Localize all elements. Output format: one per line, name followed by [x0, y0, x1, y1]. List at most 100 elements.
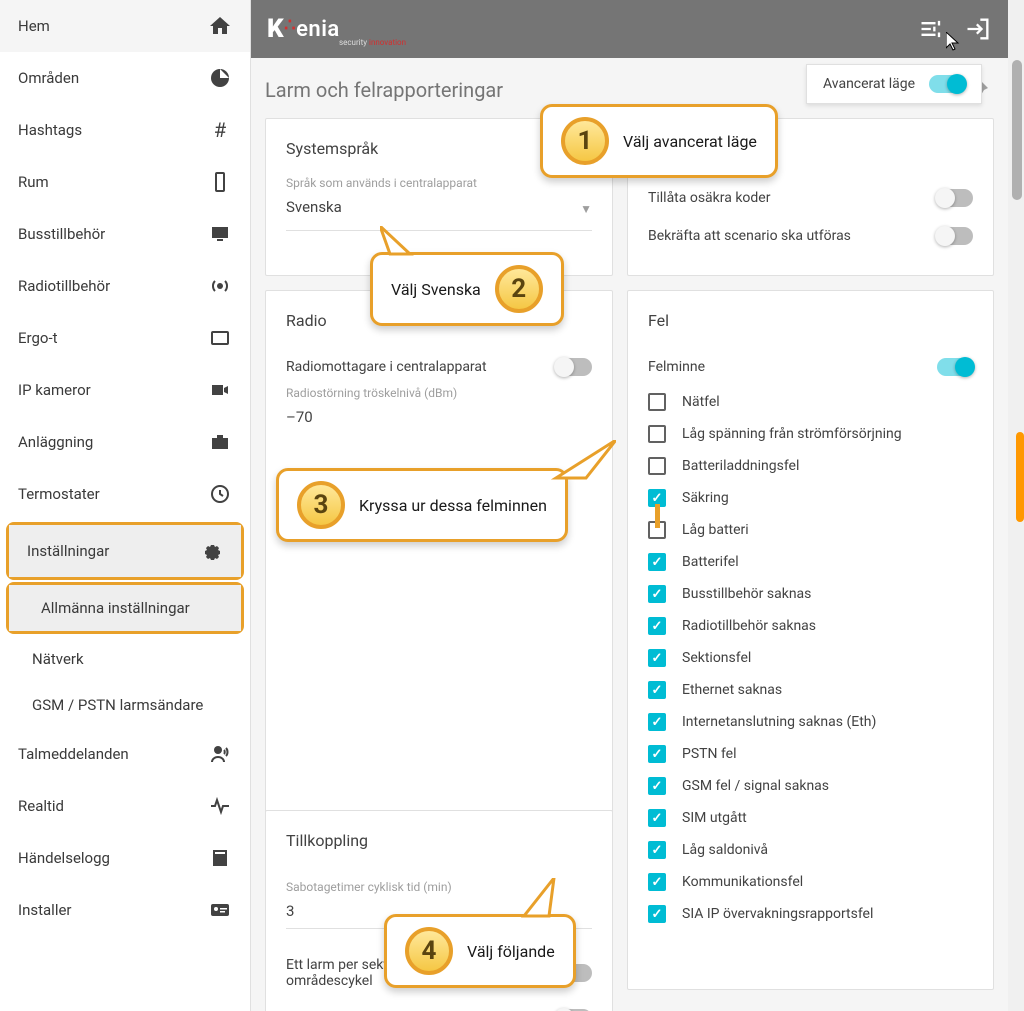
felminne-toggle[interactable]	[937, 358, 973, 376]
check-row: Säkring	[648, 482, 973, 514]
sidebar-item-label: IP kameror	[18, 381, 91, 399]
sidebar-item-hashtags[interactable]: Hashtags #	[0, 104, 250, 156]
sidebar-item-talmeddelanden[interactable]: Talmeddelanden	[0, 728, 250, 780]
sidebar-item-natverk[interactable]: Nätverk	[0, 636, 250, 682]
checkbox[interactable]	[648, 777, 666, 795]
check-label: Låg saldonivå	[682, 842, 768, 858]
chart-icon	[208, 66, 232, 90]
sidebar-item-handelselogg[interactable]: Händelselogg	[0, 832, 250, 884]
sidebar-item-omraden[interactable]: Områden	[0, 52, 250, 104]
sidebar-item-termostater[interactable]: Termostater	[0, 468, 250, 520]
callout-3: 3 Kryssa ur dessa felminnen	[276, 468, 568, 542]
check-row: Nätfel	[648, 386, 973, 418]
toggle[interactable]	[937, 227, 973, 245]
sidebar-item-rum[interactable]: Rum	[0, 156, 250, 208]
checkbox[interactable]	[648, 585, 666, 603]
sidebar-item-ipkameror[interactable]: IP kameror	[0, 364, 250, 416]
sidebar-item-label: Ergo-t	[18, 329, 58, 347]
checkbox[interactable]	[648, 617, 666, 635]
sidebar-item-label: Busstillbehör	[18, 225, 105, 243]
book-icon	[208, 846, 232, 870]
sidebar-item-installningar[interactable]: Inställningar	[9, 525, 241, 577]
field-label: Språk som används i centralapparat	[286, 176, 592, 190]
check-row: Internetanslutning saknas (Eth)	[648, 706, 973, 738]
logo-subtitle: security innovation	[339, 38, 406, 47]
briefcase-icon	[208, 430, 232, 454]
broadcast-icon	[208, 274, 232, 298]
checkbox[interactable]	[648, 425, 666, 443]
sidebar-item-busstillbehor[interactable]: Busstillbehör	[0, 208, 250, 260]
card-fel: Fel Felminne NätfelLåg spänning från str…	[627, 290, 994, 990]
check-row: Ethernet saknas	[648, 674, 973, 706]
checkbox[interactable]	[648, 809, 666, 827]
exit-icon[interactable]	[964, 15, 992, 43]
sidebar-item-label: Nätverk	[32, 650, 84, 668]
check-label: SIA IP övervakningsrapportsfel	[682, 906, 873, 922]
check-label: PSTN fel	[682, 746, 737, 762]
monitor-icon	[208, 222, 232, 246]
card-title: Tillkoppling	[286, 831, 592, 850]
sidebar-item-ergot[interactable]: Ergo-t	[0, 312, 250, 364]
checkbox[interactable]	[648, 713, 666, 731]
sidebar-item-hem[interactable]: Hem	[0, 0, 250, 52]
hash-icon: #	[208, 118, 232, 142]
advanced-mode-toggle[interactable]	[929, 75, 965, 93]
sidebar-item-installer[interactable]: Installer	[0, 884, 250, 936]
sidebar-item-label: Allmänna inställningar	[41, 599, 190, 617]
sidebar-item-anlaggning[interactable]: Anläggning	[0, 416, 250, 468]
toggle[interactable]	[937, 189, 973, 207]
callout-number: 4	[405, 927, 453, 975]
sidebar-item-label: Hashtags	[18, 121, 82, 139]
check-label: SIM utgått	[682, 810, 747, 826]
sidebar-item-realtid[interactable]: Realtid	[0, 780, 250, 832]
check-label: Sektionsfel	[682, 650, 751, 666]
toggle-row: Radiomottagare i centralapparat	[286, 348, 592, 386]
check-row: SIA IP övervakningsrapportsfel	[648, 898, 973, 930]
phone-icon	[208, 170, 232, 194]
field-value: –70	[286, 404, 592, 434]
checkbox[interactable]	[648, 873, 666, 891]
sidebar-item-label: GSM / PSTN larmsändare	[32, 696, 203, 714]
home-icon	[208, 14, 232, 38]
checkbox[interactable]	[648, 457, 666, 475]
toggle[interactable]	[556, 358, 592, 376]
chevron-down-icon: ▼	[580, 202, 592, 216]
check-row: PSTN fel	[648, 738, 973, 770]
sidebar-item-radiotillbehor[interactable]: Radiotillbehör	[0, 260, 250, 312]
felminne-label: Felminne	[648, 359, 937, 375]
camera-icon	[208, 378, 232, 402]
sidebar-item-label: Radiotillbehör	[18, 277, 110, 295]
check-row: Kommunikationsfel	[648, 866, 973, 898]
toggle-row: Tillåta osäkra koder	[648, 179, 973, 217]
check-label: Ethernet saknas	[682, 682, 782, 698]
callout-text: Välj Svenska	[391, 280, 481, 299]
check-row: Sektionsfel	[648, 642, 973, 674]
toggle-label: Radiomottagare i centralapparat	[286, 359, 556, 375]
tune-icon[interactable]	[918, 15, 946, 43]
check-row: GSM fel / signal saknas	[648, 770, 973, 802]
checkbox[interactable]	[648, 841, 666, 859]
language-select[interactable]: Svenska ▼	[286, 194, 592, 231]
check-row: Batterifel	[648, 546, 973, 578]
advanced-mode-popup: Avancerat läge	[806, 64, 982, 104]
highlight-allmanna: Allmänna inställningar	[6, 582, 244, 634]
check-row: Låg saldonivå	[648, 834, 973, 866]
checkbox[interactable]	[648, 745, 666, 763]
sidebar-item-label: Termostater	[18, 485, 100, 503]
checkbox[interactable]	[648, 905, 666, 923]
check-label: Busstillbehör saknas	[682, 586, 811, 602]
callout-2: Välj Svenska 2	[370, 252, 564, 326]
checkbox[interactable]	[648, 681, 666, 699]
checkbox[interactable]	[648, 553, 666, 571]
header-icons	[918, 15, 992, 43]
toggle-label: Tillåta osäkra koder	[648, 190, 937, 206]
sidebar-item-label: Realtid	[18, 797, 64, 815]
sidebar-item-label: Områden	[18, 69, 79, 87]
sidebar-item-allmanna[interactable]: Allmänna inställningar	[9, 585, 241, 631]
card-icon	[208, 898, 232, 922]
callout-text: Välj avancerat läge	[623, 132, 757, 151]
sidebar-item-gsm[interactable]: GSM / PSTN larmsändare	[0, 682, 250, 728]
checkbox[interactable]	[648, 649, 666, 667]
check-label: Internetanslutning saknas (Eth)	[682, 714, 876, 730]
checkbox[interactable]	[648, 393, 666, 411]
